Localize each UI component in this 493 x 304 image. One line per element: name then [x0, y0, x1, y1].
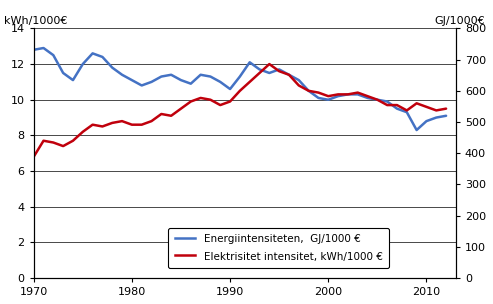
Legend: Energiintensiteten,  GJ/1000 €, Elektrisitet intensitet, kWh/1000 €: Energiintensiteten, GJ/1000 €, Elektrisi…	[168, 228, 389, 268]
Text: kWh/1000€: kWh/1000€	[4, 16, 68, 26]
Text: GJ/1000€: GJ/1000€	[435, 16, 486, 26]
